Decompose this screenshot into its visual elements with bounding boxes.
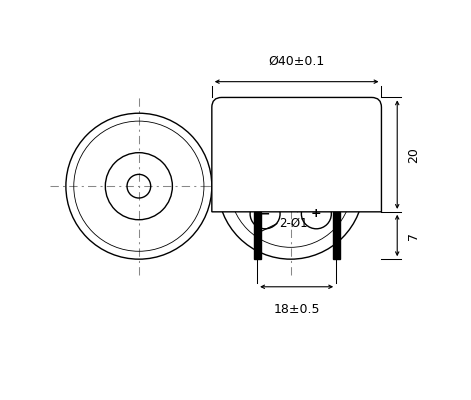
Bar xyxy=(254,212,261,259)
Text: 2-Ø1: 2-Ø1 xyxy=(279,217,308,230)
Text: +: + xyxy=(311,207,322,220)
Bar xyxy=(333,212,340,259)
Text: 20: 20 xyxy=(407,147,420,162)
Text: 18±0.5: 18±0.5 xyxy=(273,302,320,316)
Text: 7: 7 xyxy=(407,232,420,240)
PathPatch shape xyxy=(212,98,382,212)
Text: −: − xyxy=(260,207,270,220)
Text: Ø40±0.1: Ø40±0.1 xyxy=(268,55,325,68)
